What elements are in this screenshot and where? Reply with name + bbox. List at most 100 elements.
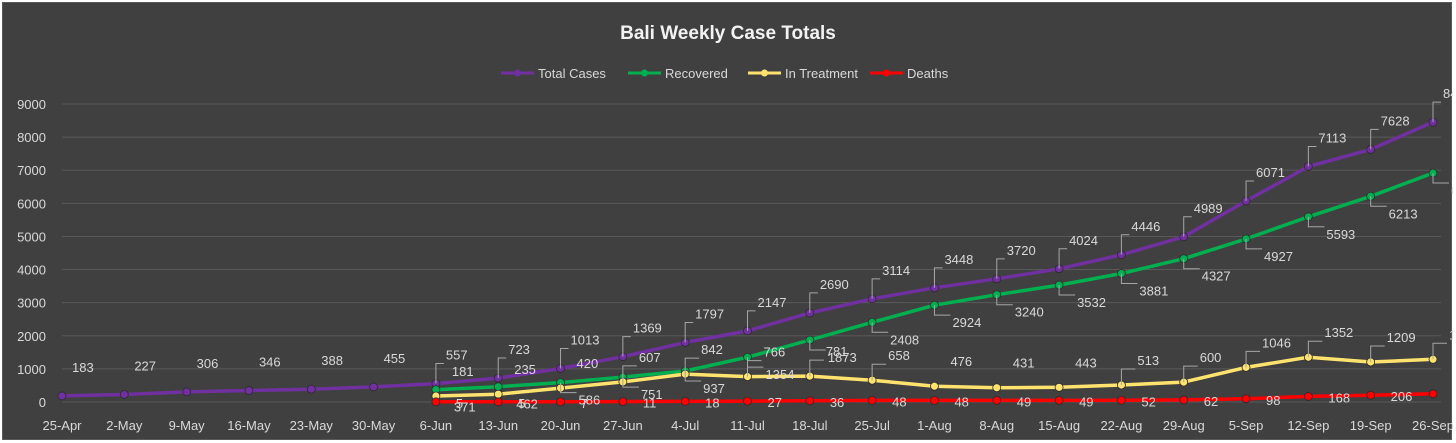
x-tick-label: 25-Apr <box>42 418 82 433</box>
data-point <box>1303 392 1313 401</box>
data-point <box>493 397 503 407</box>
data-label-in-treatment: 607 <box>639 350 661 365</box>
data-label-total-cases: 7628 <box>1381 113 1410 128</box>
data-point <box>1054 382 1064 392</box>
data-label-recovered: 3240 <box>1015 305 1044 320</box>
x-tick-label: 22-Aug <box>1100 418 1142 433</box>
leader-line <box>1120 273 1138 284</box>
data-label-in-treatment: 476 <box>950 354 972 369</box>
data-point <box>743 396 752 406</box>
data-label-total-cases: 4024 <box>1069 233 1098 248</box>
data-label-deaths: 206 <box>1391 389 1413 404</box>
data-point <box>556 397 565 407</box>
data-label-in-treatment: 842 <box>701 342 723 357</box>
legend-item-in-treatment: In Treatment <box>748 66 858 81</box>
data-label-total-cases: 388 <box>321 353 343 368</box>
y-tick-label: 1000 <box>17 362 46 377</box>
data-label-deaths: 49 <box>1079 394 1093 409</box>
data-label-in-treatment: 1352 <box>1324 325 1353 340</box>
x-tick-label: 13-Jun <box>478 418 518 433</box>
data-label-in-treatment: 658 <box>888 348 910 363</box>
leader-line <box>1432 101 1441 123</box>
legend-label: In Treatment <box>785 66 858 81</box>
x-tick-label: 9-May <box>169 418 206 433</box>
leader-line <box>933 305 951 316</box>
data-point <box>306 384 316 394</box>
legend-item-recovered: Recovered <box>628 66 728 81</box>
data-label-recovered: 3881 <box>1139 283 1168 298</box>
y-tick-label: 3000 <box>17 296 46 311</box>
leader-line <box>1307 340 1323 358</box>
leader-line <box>1307 216 1325 228</box>
leader-line <box>684 370 702 382</box>
data-label-deaths: 11 <box>643 396 657 411</box>
x-tick-label: 15-Aug <box>1038 418 1080 433</box>
x-tick-label: 29-Aug <box>1163 418 1205 433</box>
x-tick-label: 20-Jun <box>541 418 581 433</box>
leader-line <box>560 382 577 394</box>
data-label-total-cases: 227 <box>134 358 156 373</box>
x-tick-label: 12-Sep <box>1287 418 1329 433</box>
data-point <box>805 396 815 406</box>
data-point <box>1428 389 1438 399</box>
x-tick-label: 25-Jul <box>854 418 890 433</box>
legend-marker <box>761 69 768 77</box>
y-tick-label: 7000 <box>17 163 46 178</box>
data-label-recovered: 462 <box>516 397 538 412</box>
data-label-recovered: 3532 <box>1077 295 1106 310</box>
data-labels: 183 227 306 346 388 455 557 7231013136917972147… <box>72 86 1453 415</box>
x-tick-label: 27-Jun <box>603 418 643 433</box>
data-point <box>930 381 939 391</box>
data-label-deaths: 5 <box>518 396 525 411</box>
data-label-in-treatment: 1209 <box>1387 330 1416 345</box>
legend-label: Total Cases <box>538 66 606 81</box>
x-tick-label: 23-May <box>290 418 334 433</box>
leader-line <box>809 359 824 377</box>
leader-line <box>1370 196 1387 207</box>
x-tick-label: 30-May <box>352 418 396 433</box>
chart-title: Bali Weekly Case Totals <box>620 23 836 44</box>
leader-line <box>1058 248 1068 269</box>
series-deaths <box>431 389 1438 407</box>
data-label-recovered: 1354 <box>766 367 795 382</box>
data-label-total-cases: 7113 <box>1318 130 1346 145</box>
data-label-total-cases: 306 <box>197 356 219 371</box>
leader-line <box>684 321 694 343</box>
leader-line <box>809 292 818 313</box>
data-point <box>1366 390 1376 400</box>
leader-line <box>1183 216 1192 237</box>
x-tick-label: 4-Jul <box>671 418 699 433</box>
data-label-in-treatment: 420 <box>577 356 599 371</box>
leader-line <box>1245 180 1255 201</box>
data-label-total-cases: 455 <box>384 351 406 366</box>
data-label-recovered: 937 <box>703 381 725 396</box>
data-point <box>369 382 378 392</box>
data-label-recovered: 586 <box>579 393 601 408</box>
data-label-deaths: 36 <box>830 395 844 410</box>
data-point <box>1054 395 1064 405</box>
leader-line <box>933 267 943 288</box>
data-label-recovered: 4927 <box>1264 249 1293 264</box>
data-point <box>493 382 503 392</box>
data-label-in-treatment: 431 <box>1013 356 1035 371</box>
x-tick-label: 16-May <box>227 418 271 433</box>
data-label-in-treatment: 600 <box>1200 350 1222 365</box>
data-point <box>992 395 1002 405</box>
data-label-deaths: 27 <box>768 395 782 410</box>
data-label-recovered: 6915 <box>1451 183 1453 198</box>
leader-line <box>435 363 444 384</box>
data-label-deaths: 7 <box>581 396 588 411</box>
data-point <box>57 391 67 401</box>
x-tick-label: 2-May <box>106 418 143 433</box>
chart-svg: Bali Weekly Case Totals Total Cases Recov… <box>17 23 1453 433</box>
data-label-in-treatment: 181 <box>452 364 474 379</box>
data-label-deaths: 98 <box>1266 393 1280 408</box>
y-axis-ticks: 0 1000 2000 3000 4000 5000 6000 7000 8000 9000 <box>17 97 46 410</box>
data-label-total-cases: 557 <box>446 348 468 363</box>
data-point <box>244 386 254 395</box>
leader-line <box>1058 285 1076 296</box>
data-label-total-cases: 3720 <box>1007 243 1036 258</box>
data-label-deaths: 52 <box>1141 394 1155 409</box>
leader-line <box>684 357 700 375</box>
data-label-in-treatment: 513 <box>1137 353 1159 368</box>
